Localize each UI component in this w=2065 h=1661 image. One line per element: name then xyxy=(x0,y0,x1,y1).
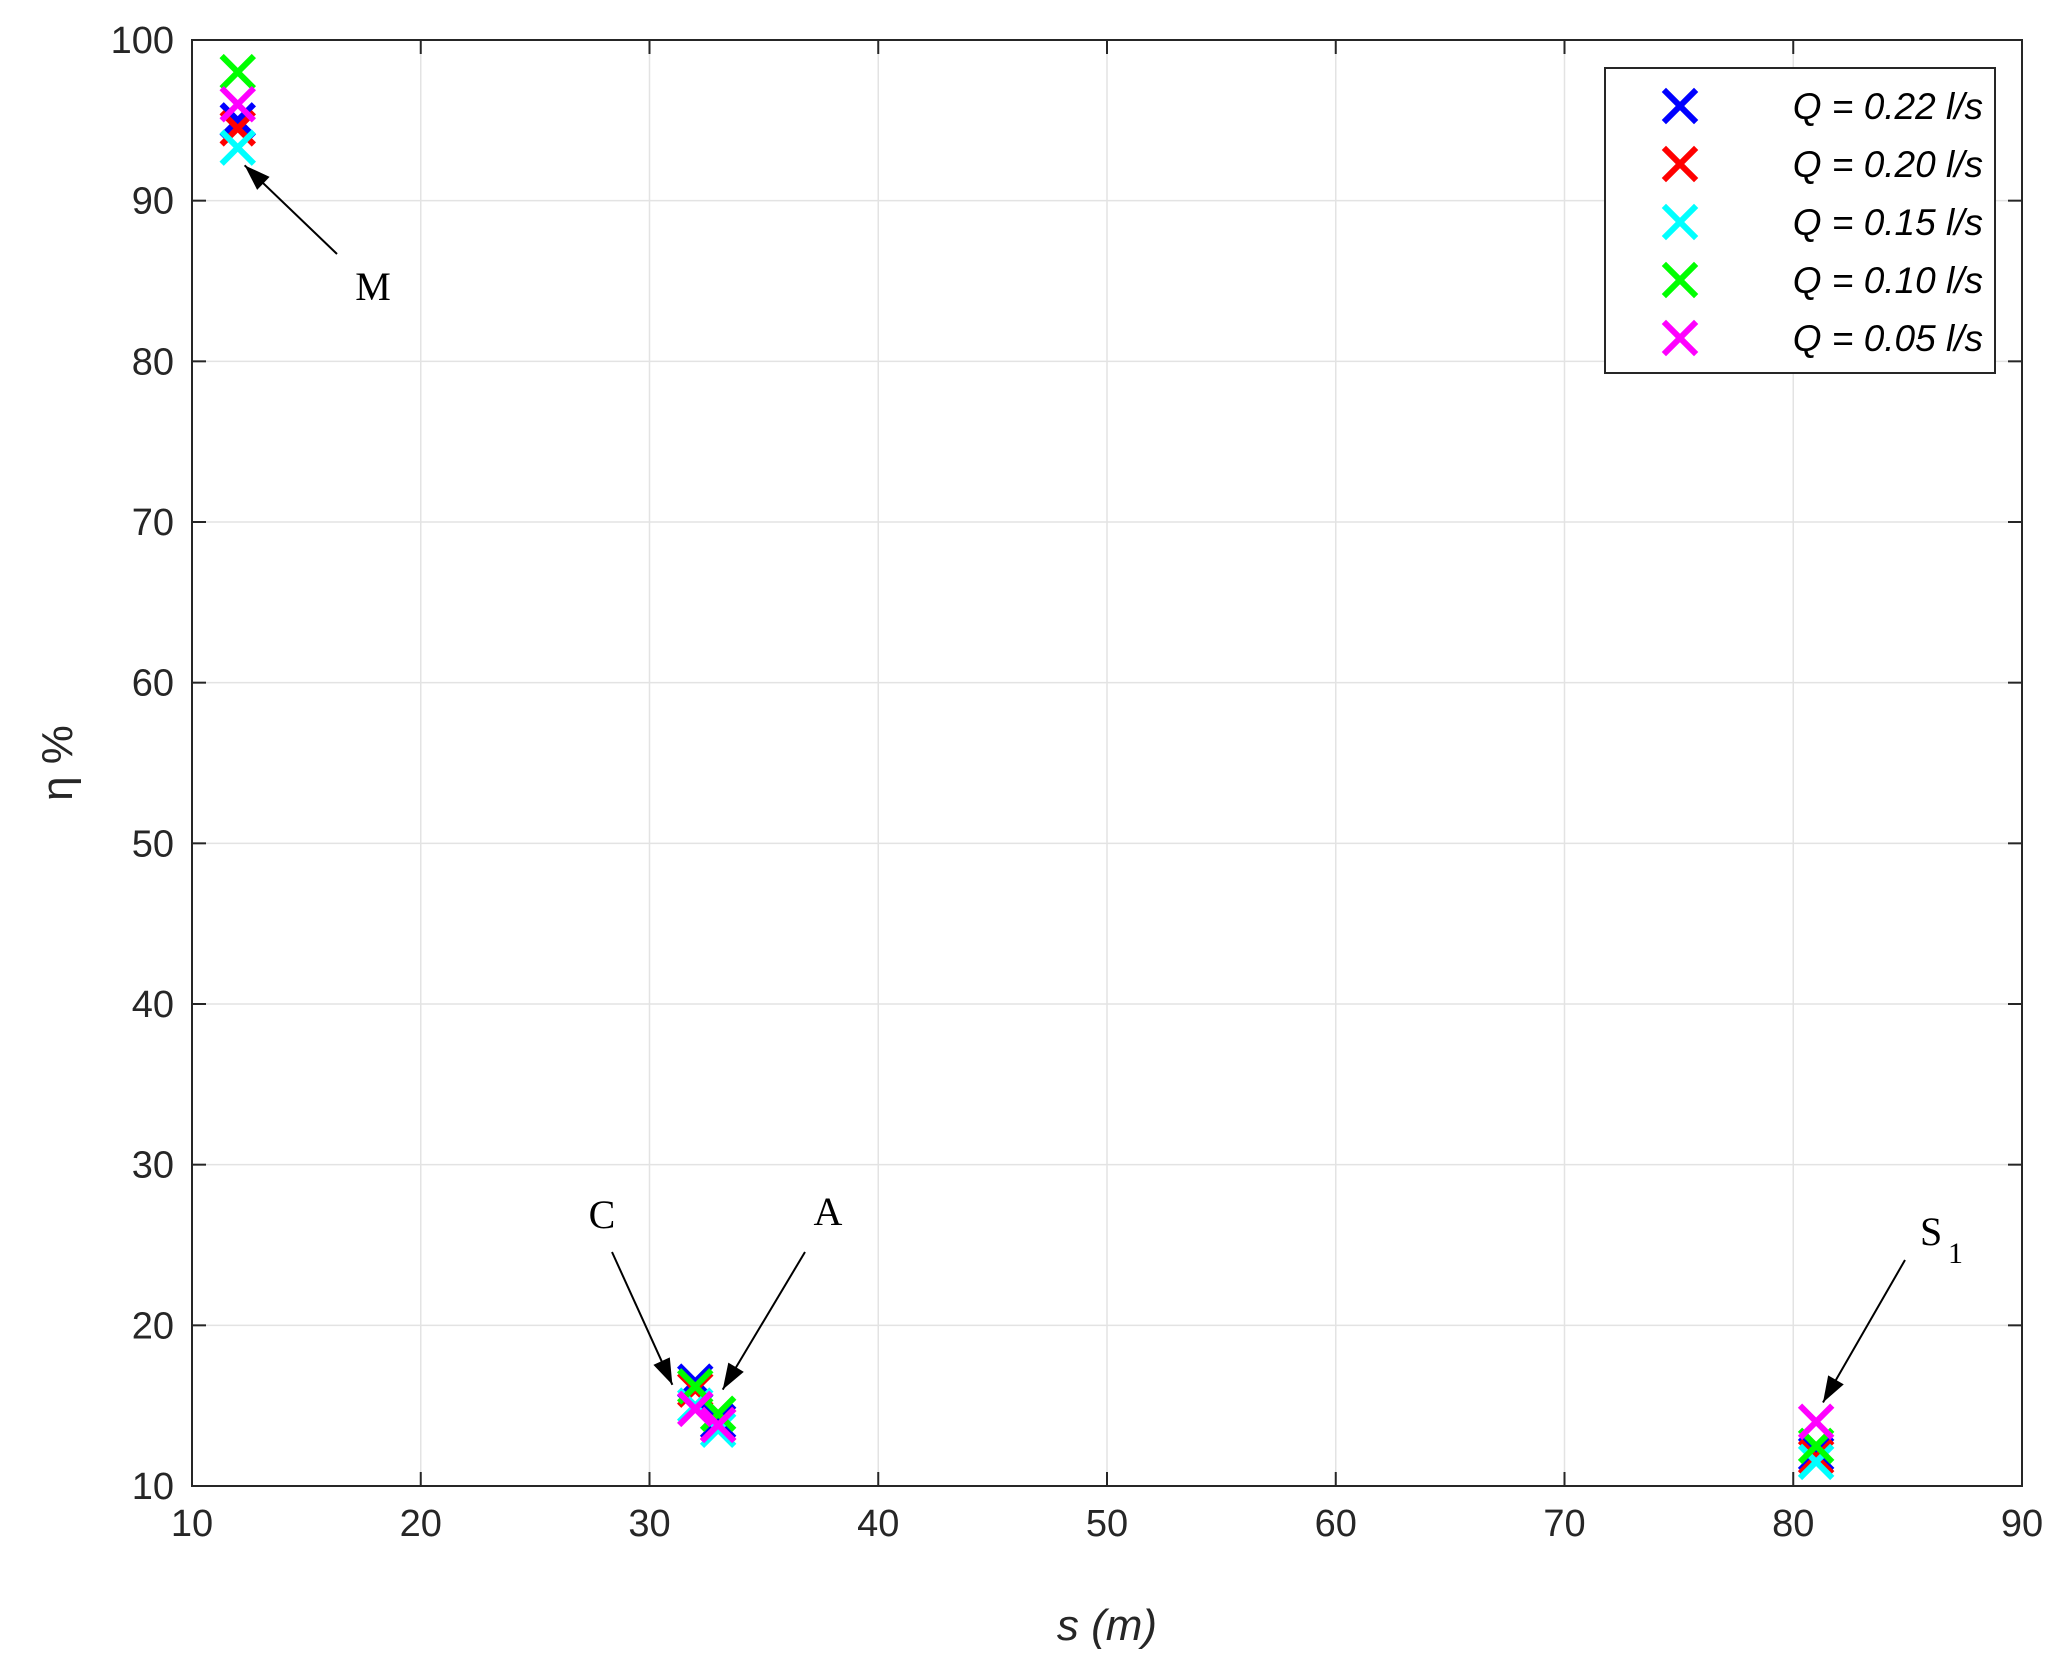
data-point xyxy=(219,129,256,166)
y-tick-label: 10 xyxy=(132,1466,174,1508)
annotation-label: A xyxy=(814,1189,843,1234)
data-point xyxy=(219,86,256,123)
x-tick-label: 50 xyxy=(1086,1503,1128,1545)
legend-entry: Q = 0.05 l/s xyxy=(1661,318,1983,359)
legend-entry: Q = 0.15 l/s xyxy=(1661,202,1983,243)
y-tick-label: 100 xyxy=(111,20,174,62)
y-tick-label: 50 xyxy=(132,823,174,865)
legend-marker xyxy=(1661,319,1699,357)
legend-label: Q = 0.22 l/s xyxy=(1793,86,1983,127)
legend-entry: Q = 0.22 l/s xyxy=(1661,86,1983,127)
x-tick-label: 20 xyxy=(400,1503,442,1545)
x-tick-label: 10 xyxy=(171,1503,213,1545)
arrow-head xyxy=(722,1362,744,1390)
x-tick-label: 90 xyxy=(2001,1503,2043,1545)
annotation-label: C xyxy=(589,1192,616,1237)
x-tick-label: 80 xyxy=(1772,1503,1814,1545)
legend-entry: Q = 0.10 l/s xyxy=(1661,260,1983,301)
arrow-head xyxy=(244,165,270,190)
y-axis-label: η % xyxy=(33,725,82,801)
data-point xyxy=(1797,1427,1835,1465)
y-tick-label: 80 xyxy=(132,341,174,383)
y-tick-label: 40 xyxy=(132,984,174,1026)
y-tick-label: 20 xyxy=(132,1305,174,1347)
x-tick-label: 60 xyxy=(1315,1503,1357,1545)
legend: Q = 0.22 l/s Q = 0.20 l/s Q = 0.15 l/s Q = … xyxy=(1604,67,1996,374)
x-axis-label: s (m) xyxy=(1057,1601,1157,1650)
legend-label: Q = 0.20 l/s xyxy=(1793,144,1983,185)
data-point xyxy=(1797,1438,1835,1476)
annotation: M xyxy=(243,164,391,309)
y-tick-label: 60 xyxy=(132,663,174,705)
data-point xyxy=(219,53,256,91)
grid-lines xyxy=(191,39,2023,1487)
legend-label: Q = 0.10 l/s xyxy=(1793,260,1983,301)
legend-label: Q = 0.05 l/s xyxy=(1793,318,1983,359)
arrow-head xyxy=(1822,1375,1844,1403)
annotation: C xyxy=(589,1192,674,1386)
y-tick-label: 70 xyxy=(132,502,174,544)
legend-marker xyxy=(1661,145,1699,183)
data-point xyxy=(699,1406,737,1444)
x-tick-label: 40 xyxy=(857,1503,899,1545)
annotation: A xyxy=(721,1189,843,1391)
legend-marker xyxy=(1661,261,1699,299)
x-tick-label: 70 xyxy=(1543,1503,1585,1545)
data-point xyxy=(1797,1403,1835,1440)
annotation-label: S xyxy=(1920,1209,1942,1254)
legend-entry: Q = 0.20 l/s xyxy=(1661,144,1983,185)
data-point xyxy=(677,1363,714,1400)
y-tick-label: 30 xyxy=(132,1145,174,1187)
data-point xyxy=(677,1390,714,1428)
arrow-head xyxy=(653,1357,673,1385)
annotation-arrow xyxy=(721,1251,806,1391)
legend-marker xyxy=(1661,87,1699,125)
legend-label: Q = 0.15 l/s xyxy=(1793,202,1983,243)
y-tick-label: 90 xyxy=(132,181,174,223)
legend-marker xyxy=(1661,203,1699,241)
axis-ticks: 10 20 30 40 50 60 70 80 90 10 20 30 40 50 60 70 80 90 100 xyxy=(111,20,2044,1545)
data-points xyxy=(219,53,1835,1481)
annotation-label: M xyxy=(355,264,391,309)
annotations: M C A S 1 xyxy=(243,164,1963,1403)
x-tick-label: 30 xyxy=(628,1503,670,1545)
annotation-subscript: 1 xyxy=(1948,1237,1963,1270)
annotation-arrow xyxy=(1822,1259,1906,1403)
